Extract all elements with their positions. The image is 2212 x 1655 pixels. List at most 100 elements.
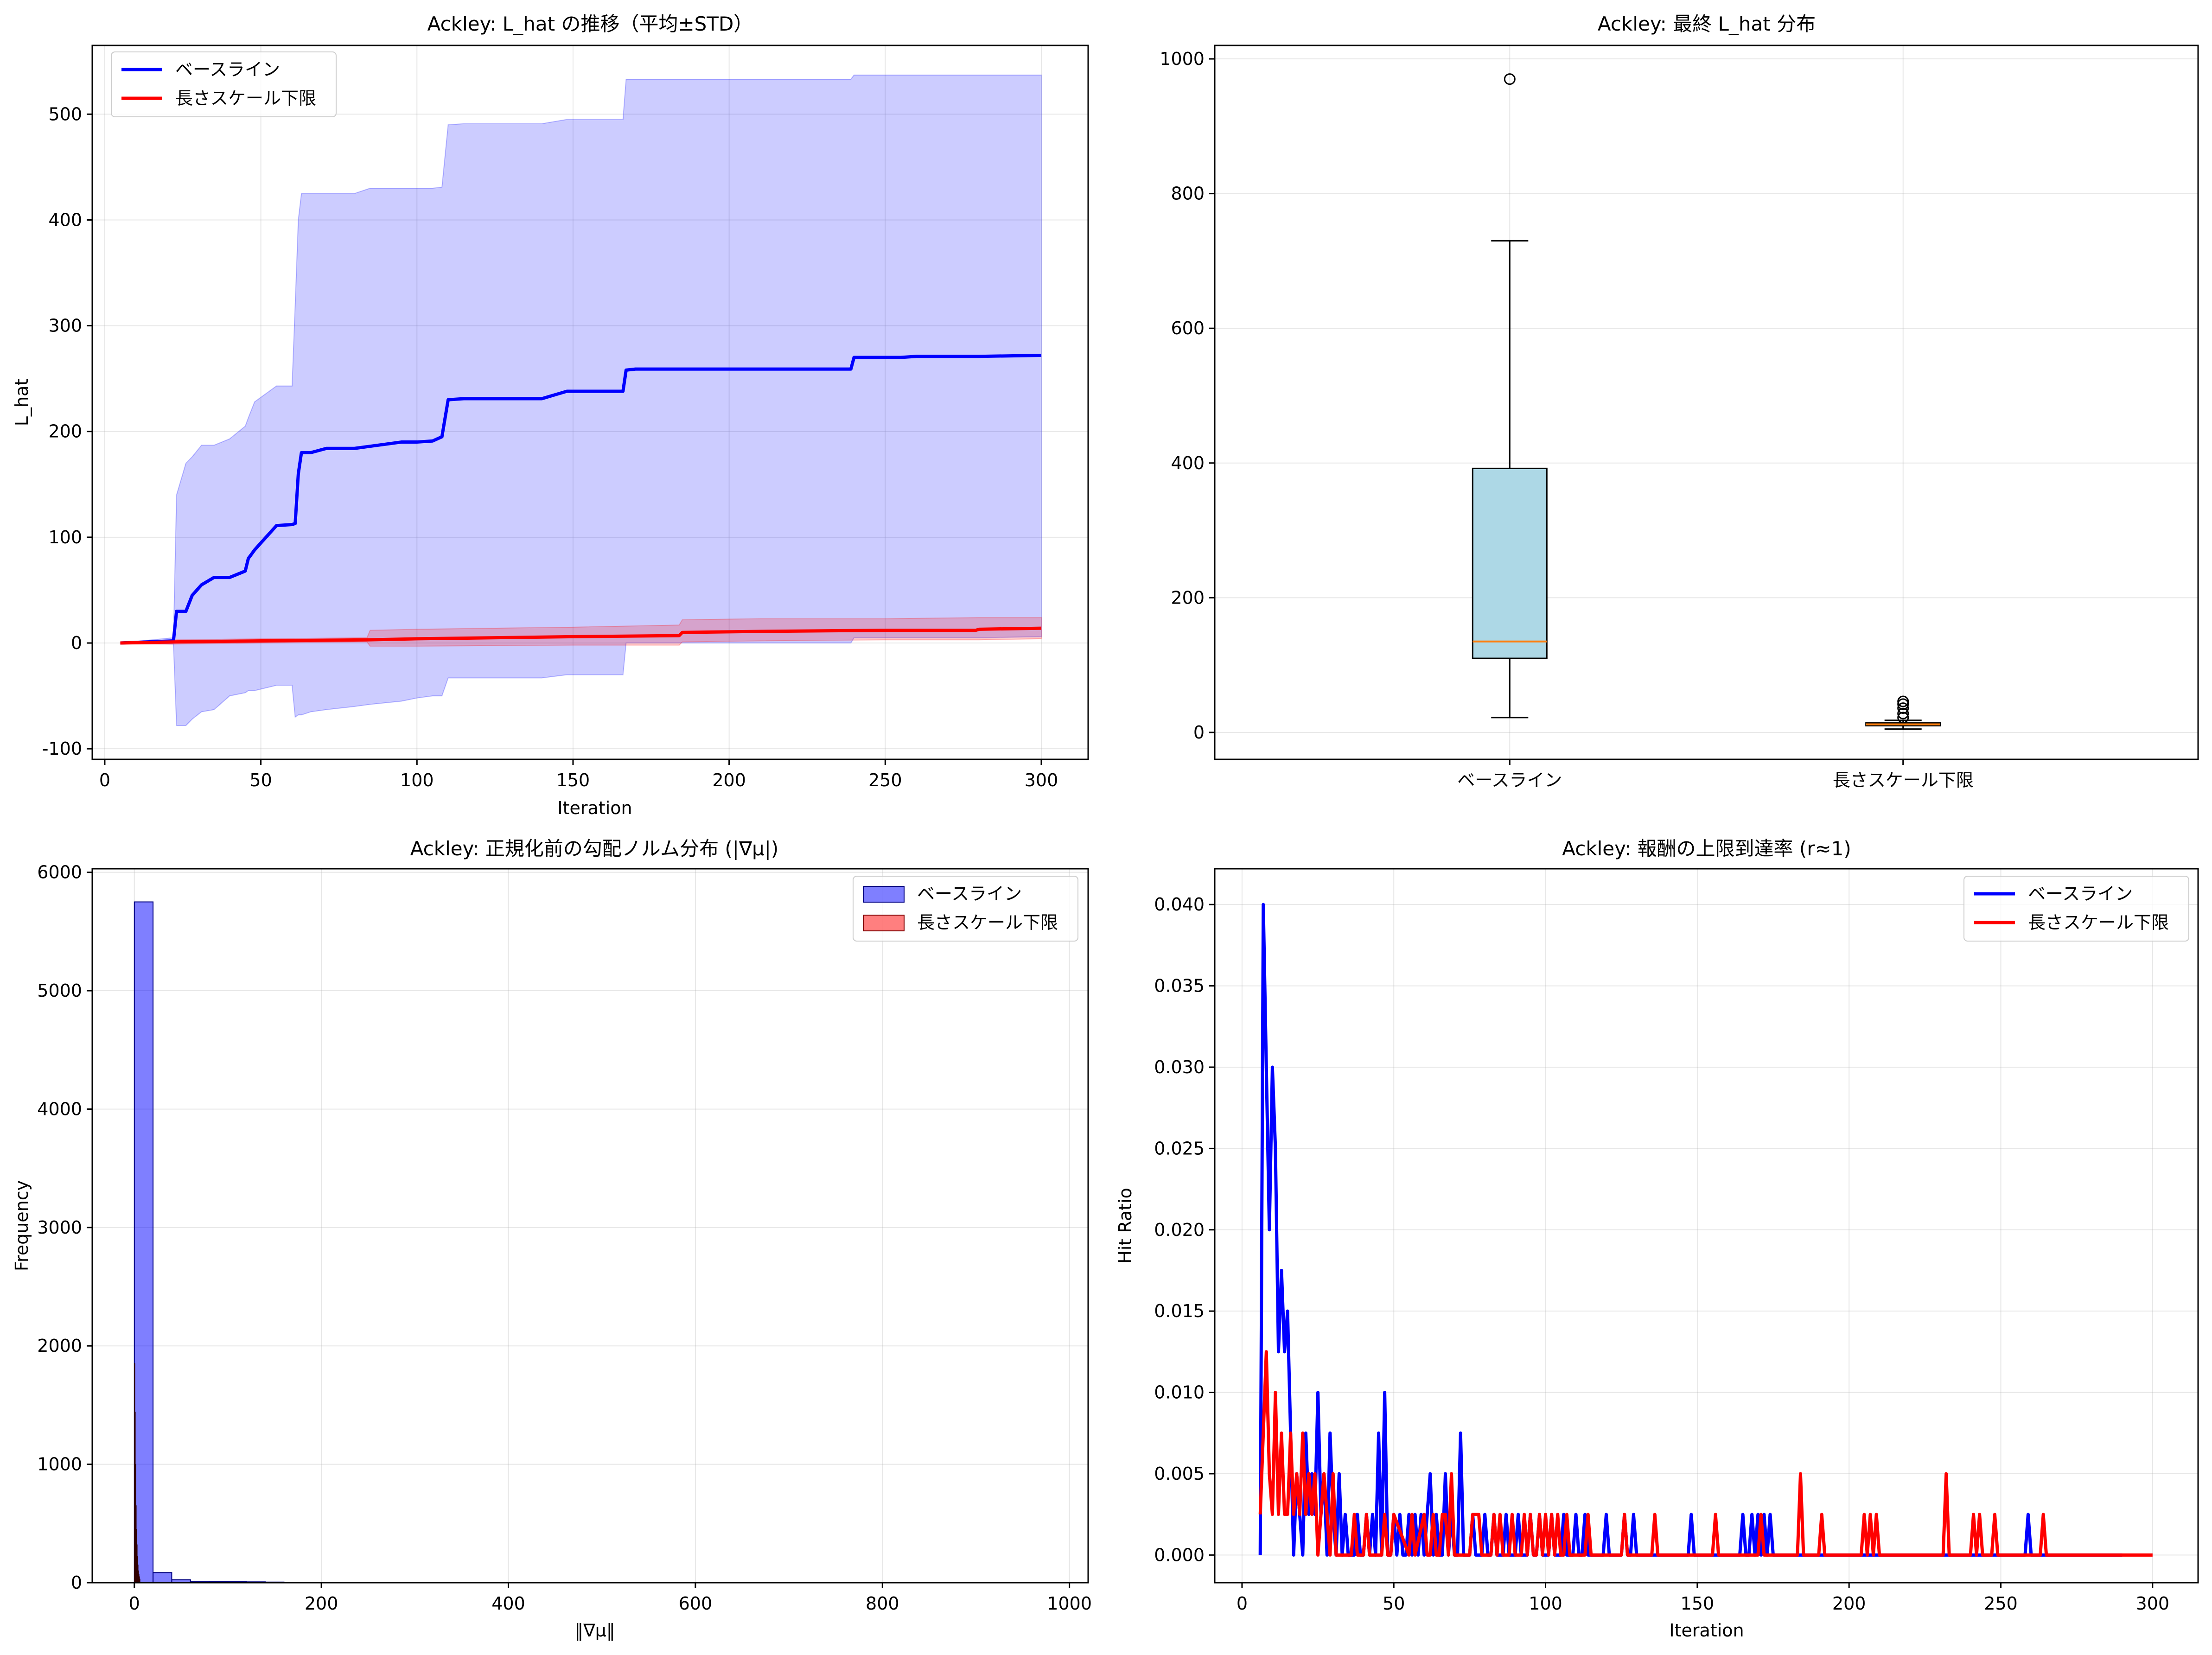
- y-tick-label: 600: [1171, 318, 1205, 338]
- lhat-trend-grid: [92, 45, 1088, 759]
- x-tick-label: 150: [556, 770, 590, 790]
- y-tick-label: 400: [1171, 453, 1205, 473]
- outlier-point: [1897, 702, 1909, 714]
- grad-norm-frame: [91, 868, 1089, 1584]
- x-tick-label: 0: [99, 770, 110, 790]
- lhat-trend-title: Ackley: L_hat の推移（平均±STD）: [427, 13, 753, 35]
- hit-ratio-frame: [1214, 868, 2199, 1584]
- lhat-trend-xlabel: Iteration: [557, 798, 632, 818]
- legend-patch-baseline: [863, 886, 905, 903]
- grad-norm-hist-panel: Ackley: 正規化前の勾配ノルム分布 (|∇μ|) 0 200 400 600 80…: [12, 837, 1092, 1641]
- grad-norm-title: Ackley: 正規化前の勾配ノルム分布 (|∇μ|): [410, 837, 779, 860]
- y-tick-label: 300: [48, 316, 82, 336]
- hist-bar: [134, 901, 154, 1583]
- y-tick-label: 0.025: [1154, 1138, 1205, 1158]
- y-tick-label: 5000: [37, 980, 82, 1001]
- x-tick-label: ベースライン: [1457, 770, 1562, 790]
- legend-label-baseline: ベースライン: [175, 59, 280, 80]
- y-tick-label: 6000: [37, 862, 82, 883]
- final-lhat-x-ticks: ベースライン 長さスケール下限: [1457, 759, 1974, 790]
- lhat-trend-y-ticks: -100 0 100 200 300 400 500: [42, 104, 92, 759]
- x-tick-label: 300: [1025, 770, 1058, 790]
- hit-ratio-title: Ackley: 報酬の上限到達率 (r≈1): [1562, 837, 1851, 860]
- final-lhat-frame: [1214, 45, 2199, 760]
- y-tick-label: 0.000: [1154, 1545, 1205, 1565]
- y-tick-label: -100: [42, 738, 82, 759]
- hit-ratio-panel: Ackley: 報酬の上限到達率 (r≈1) 0 50 100 150 200 250 30…: [1115, 837, 2199, 1641]
- x-tick-label: 150: [1681, 1593, 1715, 1614]
- y-tick-label: 800: [1171, 184, 1205, 204]
- outlier-point: [1504, 73, 1516, 85]
- legend-label-lengthscale: 長さスケール下限: [175, 88, 316, 108]
- y-tick-label: 0.005: [1154, 1464, 1205, 1484]
- x-tick-label: 100: [1529, 1593, 1562, 1614]
- grad-norm-y-ticks: 0 1000 2000 3000 4000 5000 6000: [37, 862, 92, 1593]
- x-tick-label: 50: [1383, 1593, 1405, 1614]
- y-tick-label: 100: [48, 527, 82, 547]
- hit-ratio-ylabel: Hit Ratio: [1115, 1188, 1135, 1264]
- x-tick-label: 250: [868, 770, 902, 790]
- y-tick-label: 0.035: [1154, 976, 1205, 996]
- x-tick-label: 400: [491, 1593, 525, 1614]
- grad-norm-xlabel: ‖∇μ‖: [574, 1620, 615, 1641]
- final-lhat-y-ticks: 0 200 400 600 800 1000: [1160, 49, 1215, 743]
- hit-ratio-lines: [1258, 903, 2153, 1557]
- y-tick-label: 0: [1193, 722, 1205, 743]
- y-tick-label: 500: [48, 104, 82, 124]
- lhat-trend-legend: ベースライン 長さスケール下限: [111, 51, 337, 117]
- series-line-baseline: [1258, 903, 2123, 1557]
- hit-ratio-x-ticks: 0 50 100 150 200 250 300: [1237, 1583, 2169, 1614]
- legend-label-baseline: ベースライン: [2028, 884, 2133, 904]
- lhat-trend-x-ticks: 0 50 100 150 200 250 300: [99, 759, 1058, 790]
- hit-ratio-xlabel: Iteration: [1669, 1620, 1744, 1641]
- y-tick-label: 0.015: [1154, 1301, 1205, 1321]
- hit-ratio-y-ticks: 0.000 0.005 0.010 0.015 0.020 0.025 0.030 0.035…: [1154, 894, 1215, 1565]
- x-tick-label: 200: [712, 770, 746, 790]
- legend-box: [1963, 876, 2189, 942]
- y-tick-label: 0.030: [1154, 1057, 1205, 1077]
- x-tick-label: 100: [400, 770, 434, 790]
- x-tick-label: 200: [305, 1593, 338, 1614]
- y-tick-label: 3000: [37, 1217, 82, 1238]
- final-lhat-title: Ackley: 最終 L_hat 分布: [1598, 13, 1816, 35]
- y-tick-label: 200: [1171, 587, 1205, 608]
- y-tick-label: 4000: [37, 1099, 82, 1119]
- grad-norm-grid: [92, 869, 1088, 1583]
- series-line-baseline: [120, 353, 1042, 645]
- hit-ratio-legend: ベースライン 長さスケール下限: [1963, 876, 2189, 942]
- lhat-trend-panel: Ackley: L_hat の推移（平均±STD） 0 50 100 150 200 25…: [12, 13, 1089, 818]
- y-tick-label: 1000: [37, 1454, 82, 1475]
- outlier-point: [1897, 712, 1909, 724]
- box-lengthscale: [1865, 695, 1941, 730]
- lhat-trend-ylabel: L_hat: [12, 379, 32, 426]
- outlier-point: [1897, 695, 1909, 707]
- y-tick-label: 0.020: [1154, 1220, 1205, 1240]
- x-tick-label: 1000: [1047, 1593, 1092, 1614]
- x-tick-label: 50: [249, 770, 272, 790]
- legend-box: [853, 876, 1078, 942]
- box-baseline: [1472, 73, 1548, 719]
- legend-label-lengthscale: 長さスケール下限: [917, 912, 1058, 933]
- lhat-trend-bands: [120, 74, 1042, 726]
- hist-bar: [153, 1572, 172, 1584]
- grad-norm-ylabel: Frequency: [12, 1180, 32, 1271]
- y-tick-label: 200: [48, 421, 82, 442]
- legend-label-baseline: ベースライン: [917, 884, 1022, 904]
- x-tick-label: 0: [1237, 1593, 1248, 1614]
- x-tick-label: 600: [679, 1593, 713, 1614]
- y-tick-label: 0: [71, 633, 82, 653]
- y-tick-label: 0.040: [1154, 894, 1205, 915]
- grad-norm-legend: ベースライン 長さスケール下限: [853, 876, 1078, 942]
- y-tick-label: 0.010: [1154, 1382, 1205, 1403]
- legend-patch-lengthscale: [863, 915, 905, 931]
- x-tick-label: 800: [866, 1593, 899, 1614]
- box-iqr: [1472, 467, 1548, 659]
- y-tick-label: 400: [48, 210, 82, 230]
- final-lhat-boxes: [1472, 73, 1941, 730]
- x-tick-label: 300: [2136, 1593, 2170, 1614]
- series-line-lengthscale: [1258, 1350, 2153, 1557]
- grad-norm-x-ticks: 0 200 400 600 800 1000: [129, 1583, 1092, 1614]
- y-tick-label: 0: [71, 1572, 82, 1593]
- legend-box: [111, 51, 337, 117]
